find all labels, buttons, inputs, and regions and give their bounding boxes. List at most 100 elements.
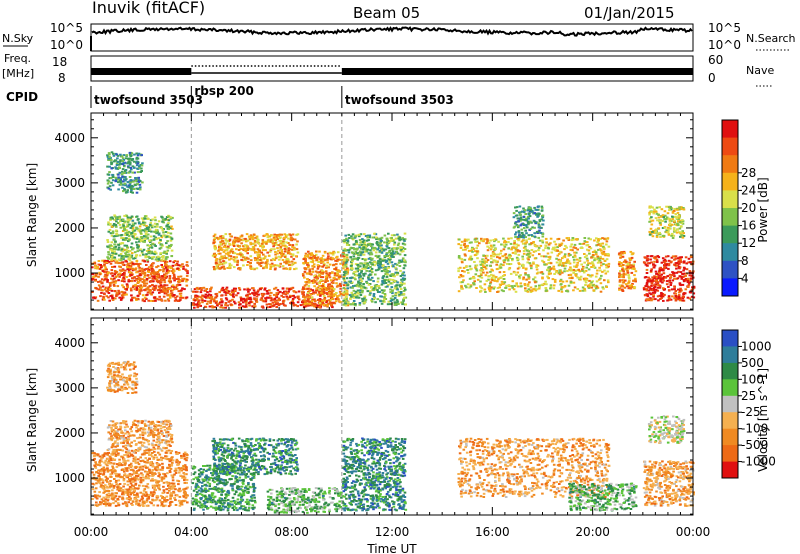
power-colorbar-tick-label: 16 — [741, 219, 756, 233]
velocity-echo-region-11 — [647, 415, 686, 444]
velocity-echo-region-5 — [211, 437, 300, 476]
x-tick-label-4: 12:00 — [375, 525, 410, 539]
power-ytick-label: 1000 — [54, 266, 85, 280]
velocity-colorbar-tick-label: 25 — [741, 389, 756, 403]
noise-right-top-tick: 10^5 — [708, 21, 741, 35]
velocity-colorbar-cell — [722, 395, 738, 413]
x-tick-labels: 00:00 04:00 08:00 12:00 16:00 20:00 00:00 — [74, 525, 711, 539]
velocity-ytick-label: 1000 — [54, 471, 85, 485]
freq-band-3 — [341, 68, 693, 75]
power-echo-region-7 — [341, 232, 408, 307]
freq-trace — [91, 65, 693, 75]
velocity-colorbar-tick-label: 100 — [741, 372, 764, 386]
x-tick-label-6: 20:00 — [575, 525, 610, 539]
noise-right-label: N.Search — [746, 32, 796, 45]
freq-band-1 — [91, 68, 192, 75]
beam-label: Beam 05 — [353, 4, 420, 22]
freq-left-label-line1: Freq. — [4, 52, 31, 65]
power-colorbar-tick-label: 28 — [741, 166, 756, 180]
x-tick-label-1: 00:00 — [74, 525, 109, 539]
power-colorbar-tick-label: 8 — [741, 254, 749, 268]
velocity-colorbar-cell — [722, 379, 738, 397]
date-label: 01/Jan/2015 — [584, 4, 675, 22]
power-colorbar-cell — [722, 225, 738, 244]
velocity-axes: 1000 2000 3000 4000 — [54, 318, 694, 515]
freq-left-label-line2: [MHz] — [2, 67, 34, 80]
x-tick-label-7: 00:00 — [676, 525, 711, 539]
velocity-colorbar-frame — [721, 329, 739, 479]
velocity-echo-region-3 — [106, 360, 139, 394]
velocity-colorbar-tick-label: 500 — [741, 356, 764, 370]
power-colorbar-tick-label: 20 — [741, 201, 756, 215]
x-axis-label: Time UT — [366, 542, 417, 554]
cpid-segment-2: rbsp 200 — [194, 84, 253, 98]
power-colorbar-cell — [722, 208, 738, 227]
freq-left-bottom-tick: 8 — [58, 71, 66, 85]
velocity-ytick-label: 2000 — [54, 426, 85, 440]
power-ytick-label: 4000 — [54, 131, 85, 145]
cpid-segment-3: twofsound 3503 — [345, 93, 454, 107]
noise-trace — [90, 26, 693, 51]
noise-left-top-tick: 10^5 — [50, 21, 83, 35]
velocity-echo-region-7 — [341, 437, 408, 512]
velocity-ytick-label: 3000 — [54, 381, 85, 395]
velocity-echo-region-9 — [568, 482, 638, 512]
power-colorbar-label: Power [dB] — [756, 177, 770, 242]
freq-right-label: Nave — [746, 64, 774, 77]
power-colorbar-cell — [722, 243, 738, 262]
power-ytick-label: 2000 — [54, 221, 85, 235]
power-colorbar-tick-label: 4 — [741, 271, 749, 285]
power-ytick-label: 3000 — [54, 176, 85, 190]
noise-right-bottom-tick: 10^0 — [708, 38, 741, 52]
power-colorbar-cell — [722, 172, 738, 191]
velocity-colorbar: 1000 500 100 25 -25 -100 -500 -1000 — [721, 329, 776, 479]
power-echo-region-2 — [106, 214, 174, 262]
velocity-echo-region-1 — [91, 451, 189, 508]
power-colorbar-cell — [722, 120, 738, 139]
velocity-colorbar-tick-label: -500 — [741, 438, 768, 452]
power-colorbar-cell — [722, 190, 738, 209]
power-echo-region-9 — [512, 205, 545, 239]
power-colorbar-cell — [722, 137, 738, 156]
power-colorbar-cell — [722, 278, 738, 297]
velocity-colorbar-cell — [722, 445, 738, 462]
noise-sky-line — [91, 26, 693, 37]
velocity-ytick-label: 4000 — [54, 336, 85, 350]
power-axes: 1000 2000 3000 4000 — [54, 113, 694, 310]
velocity-colorbar-cell — [722, 346, 738, 364]
power-echo-region-10 — [617, 250, 638, 292]
power-echo-region-3 — [106, 151, 144, 194]
velocity-colorbar-cell — [722, 412, 738, 430]
freq-left-top-tick: 18 — [52, 55, 67, 69]
power-colorbar-cell — [722, 260, 738, 279]
velocity-colorbar-tick-label: 1000 — [741, 339, 772, 353]
x-tick-label-3: 08:00 — [274, 525, 309, 539]
plot-title: Inuvik (fitACF) — [92, 0, 205, 17]
velocity-echo-region-10 — [642, 460, 695, 507]
cpid-segment-1: twofsound 3503 — [94, 93, 203, 107]
power-colorbar: 4 8 12 16 20 24 28 — [721, 119, 756, 297]
velocity-colorbar-cell — [722, 461, 738, 479]
velocity-colorbar-tick-label: -1000 — [741, 455, 776, 469]
cpid-segments: twofsound 3503 rbsp 200 twofsound 3503 — [94, 84, 454, 108]
velocity-colorbar-tick-label: -100 — [741, 422, 768, 436]
noise-left-bottom-tick: 10^0 — [50, 38, 83, 52]
power-echo-region-11 — [642, 255, 696, 302]
velocity-colorbar-tick-label: -25 — [741, 405, 761, 419]
freq-right-bottom-tick: 0 — [708, 71, 716, 85]
power-colorbar-cell — [722, 155, 738, 174]
x-tick-label-5: 16:00 — [475, 525, 510, 539]
power-echo-region-8 — [457, 237, 611, 293]
velocity-ylabel: Slant Range [km] — [25, 368, 39, 472]
power-colorbar-tick-label: 24 — [741, 183, 756, 197]
velocity-colorbar-cell — [722, 362, 738, 380]
velocity-echo-region-2 — [106, 419, 174, 453]
power-echo-region-12 — [648, 205, 686, 239]
x-tick-label-2: 04:00 — [174, 525, 209, 539]
power-colorbar-tick-label: 12 — [741, 236, 756, 250]
velocity-colorbar-cell — [722, 428, 738, 446]
noise-left-label: N.Sky — [2, 32, 34, 45]
power-echo-region-4 — [191, 286, 334, 309]
freq-right-top-tick: 60 — [708, 53, 723, 67]
